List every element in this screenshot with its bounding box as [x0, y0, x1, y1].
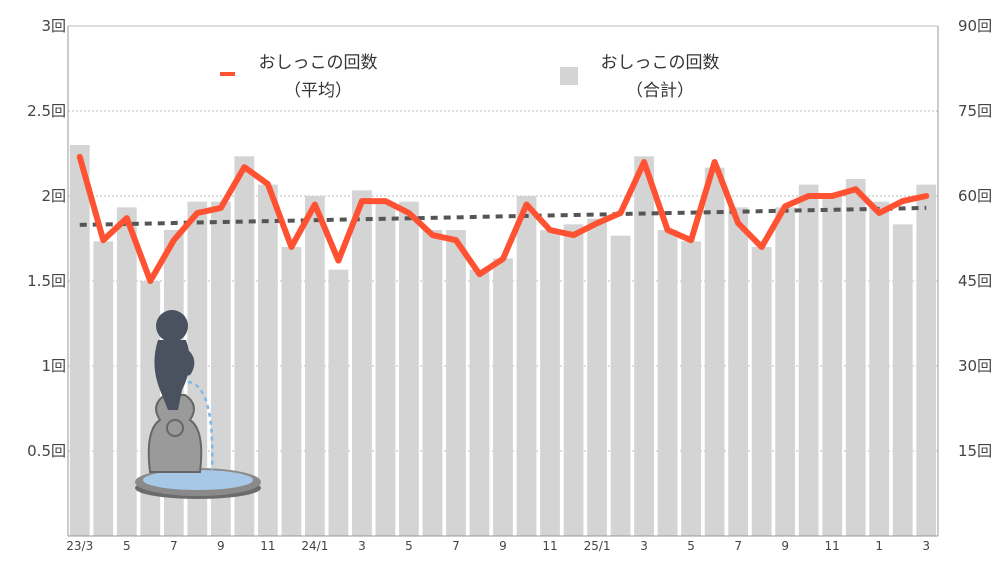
bar [422, 230, 443, 536]
x-tick-label: 23/3 [66, 539, 93, 553]
bar [540, 230, 560, 536]
bar [657, 230, 678, 536]
bar [563, 224, 584, 537]
right-y-tick-label: 15回 [958, 442, 992, 460]
left-y-tick-label: 1回 [41, 357, 66, 375]
x-tick-label: 11 [825, 539, 840, 553]
legend: おしっこの回数 （平均） おしっこの回数 （合計） [220, 53, 720, 101]
bar [798, 184, 819, 536]
right-y-tick-label: 30回 [958, 357, 992, 375]
x-ticks: 23/3 5 7 9 11 24/1 3 5 7 9 11 25/1 3 5 7 9 11 1 3 [66, 539, 930, 553]
bar [305, 196, 325, 536]
bar-series [69, 145, 937, 537]
line-series [76, 153, 930, 284]
x-tick-label: 24/1 [301, 539, 328, 553]
bar [704, 167, 725, 536]
bar [822, 196, 843, 536]
x-tick-label: 3 [358, 539, 366, 553]
left-y-ticks: 0.5回 1回 1.5回 2回 2.5回 3回 [27, 17, 66, 460]
x-tick-label: 25/1 [584, 539, 611, 553]
bar [892, 224, 913, 537]
x-tick-label: 7 [452, 539, 460, 553]
bar [681, 241, 701, 537]
bar [352, 190, 372, 537]
x-tick-label: 9 [781, 539, 789, 553]
x-tick-label: 9 [217, 539, 225, 553]
legend-label-average-line2: （平均） [284, 81, 352, 101]
x-tick-label: 5 [405, 539, 413, 553]
legend-label-total-line2: （合計） [626, 81, 694, 101]
bar [775, 207, 796, 537]
axes [67, 25, 939, 537]
x-tick-label: 5 [687, 539, 695, 553]
x-tick-label: 11 [260, 539, 275, 553]
bar [69, 145, 90, 536]
bar [399, 201, 419, 536]
x-tick-label: 5 [123, 539, 131, 553]
bar [328, 269, 349, 536]
legend-label-average-line1: おしっこの回数 [259, 53, 378, 73]
right-y-tick-label: 45回 [958, 272, 992, 290]
legend-label-total-line1: おしっこの回数 [601, 53, 720, 73]
legend-swatch-total [560, 67, 578, 85]
left-y-tick-label: 1.5回 [27, 272, 66, 290]
legend-swatch-average [220, 72, 235, 76]
statue-fountain-illustration [135, 310, 261, 499]
bar [493, 258, 513, 536]
bar [281, 247, 302, 536]
right-y-tick-label: 75回 [958, 102, 992, 120]
x-tick-label: 3 [922, 539, 930, 553]
bar [257, 184, 278, 536]
bar [587, 218, 607, 536]
x-tick-label: 7 [734, 539, 742, 553]
bar [93, 241, 114, 537]
x-tick-label: 7 [170, 539, 178, 553]
x-tick-label: 3 [640, 539, 648, 553]
bar [469, 269, 490, 536]
left-y-tick-label: 0.5回 [27, 442, 66, 460]
bar [728, 207, 749, 537]
x-tick-label: 1 [875, 539, 883, 553]
bar [916, 184, 937, 536]
bar [516, 196, 537, 536]
bar [446, 230, 466, 536]
bar [116, 207, 137, 537]
average-line [76, 153, 930, 284]
bar [845, 179, 866, 536]
bar [751, 247, 772, 536]
bar [610, 235, 631, 536]
bar [210, 201, 231, 536]
left-y-tick-label: 2.5回 [27, 102, 66, 120]
bar [375, 201, 396, 536]
right-y-tick-label: 60回 [958, 187, 992, 205]
bar [634, 156, 654, 537]
x-tick-label: 9 [499, 539, 507, 553]
left-y-tick-label: 2回 [41, 187, 66, 205]
bar [234, 156, 255, 537]
x-tick-label: 11 [542, 539, 557, 553]
right-y-ticks: 15回 30回 45回 60回 75回 90回 [958, 17, 992, 460]
bar [869, 201, 890, 536]
right-y-tick-label: 90回 [958, 17, 992, 35]
left-y-tick-label: 3回 [41, 17, 66, 35]
